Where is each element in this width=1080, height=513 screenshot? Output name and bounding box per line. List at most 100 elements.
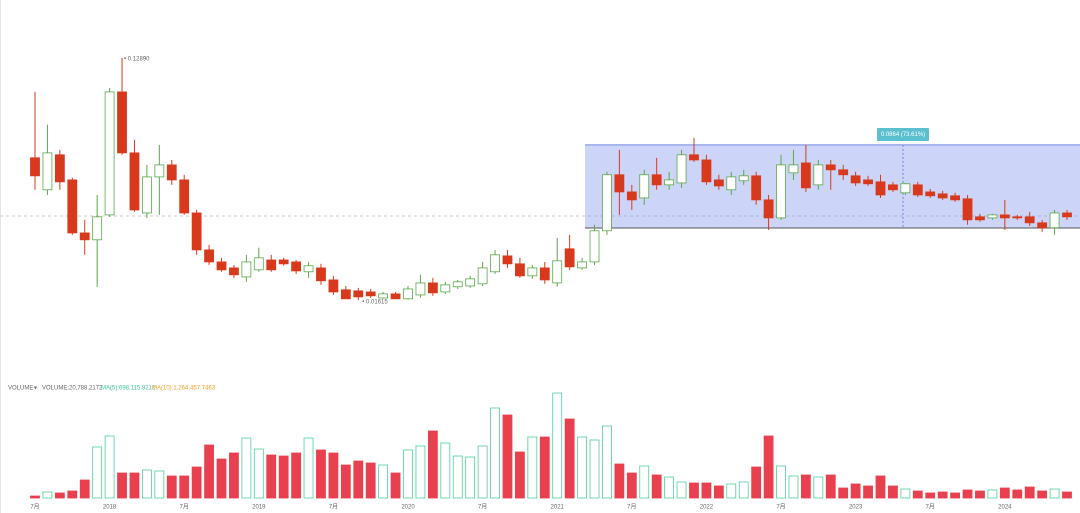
volume-bar: [950, 492, 960, 499]
volume-bar: [888, 485, 898, 499]
candle-body: [589, 230, 600, 263]
candle-body: [316, 267, 326, 282]
candle-body: [937, 193, 948, 199]
candle-body: [340, 289, 351, 300]
candle-body: [477, 267, 488, 285]
candle-body: [614, 174, 625, 193]
volume-bar: [303, 437, 314, 499]
candle-body: [751, 175, 762, 201]
x-tick-label: 7月: [180, 504, 189, 511]
price-panel: • 0.12890 • 0.01615: [30, 57, 1072, 306]
candle-body: [490, 254, 500, 273]
volume-bar: [154, 470, 165, 499]
volume-bar: [142, 469, 152, 499]
candle-body: [701, 159, 712, 183]
candle-body: [863, 179, 873, 185]
candle-body: [888, 184, 898, 191]
candle-body: [204, 249, 214, 263]
x-tick-label: 2024: [998, 505, 1012, 511]
candle-body: [291, 261, 302, 272]
candle-body: [266, 259, 277, 271]
volume-bar: [987, 489, 998, 499]
volume-bar: [129, 472, 140, 499]
candle-body: [912, 184, 923, 196]
volume-bar: [651, 474, 662, 499]
range-label: 0.0864 (73.61%): [881, 132, 925, 138]
candle-body: [763, 199, 774, 219]
candle-body: [67, 179, 78, 234]
volume-bar: [253, 448, 264, 499]
volume-panel: VOLUME ▾ VOLUME:20,788.2172 MA(5):698,11…: [8, 386, 1072, 511]
range-selection: 0.0864 (73.61%): [585, 128, 1080, 229]
x-tick-label: 7月: [926, 504, 935, 511]
volume-bar: [900, 488, 911, 499]
candle-body: [104, 91, 115, 216]
candle-body: [726, 176, 737, 191]
candle-body: [179, 179, 190, 214]
candle-body: [440, 284, 451, 293]
volume-bar: [552, 392, 563, 499]
volume-bar: [403, 449, 413, 499]
x-tick-label: 7月: [478, 504, 487, 511]
volume-bar: [241, 437, 252, 499]
volume-ma10: MA(10):1,264,457.7463: [152, 386, 216, 392]
volume-bar: [614, 463, 625, 499]
volume-bar: [340, 464, 351, 499]
volume-bar: [999, 487, 1010, 499]
candle-body: [92, 216, 103, 241]
candle-body: [950, 195, 960, 201]
candle-body: [378, 293, 389, 299]
candle-body: [30, 157, 40, 177]
candle-body: [42, 152, 53, 191]
volume-bar: [54, 492, 65, 499]
volume-bar: [539, 436, 550, 499]
volume-bar: [564, 418, 575, 499]
candle-body: [564, 248, 575, 268]
candle-body: [813, 164, 824, 186]
volume-bar: [825, 474, 836, 499]
candle-body: [303, 265, 314, 273]
candle-body: [738, 175, 749, 182]
volume-bar: [527, 436, 538, 499]
candle-body: [875, 181, 886, 196]
volume-bar: [664, 476, 675, 499]
volume-bar: [353, 460, 364, 499]
volume-bar: [577, 436, 587, 499]
low-label: • 0.01615: [362, 300, 388, 306]
candle-body: [365, 291, 376, 297]
volume-bar: [30, 495, 40, 499]
candle-body: [515, 263, 525, 277]
x-tick-label: 7月: [776, 504, 785, 511]
volume-bar: [1037, 490, 1048, 499]
volume-bar: [937, 491, 948, 499]
volume-bar: [639, 465, 650, 499]
candle-body: [278, 259, 289, 265]
volume-bar: [92, 446, 103, 499]
volume-bar: [589, 439, 600, 499]
x-tick-label: 2022: [700, 505, 714, 511]
volume-bar: [713, 485, 724, 499]
volume-bar: [365, 462, 376, 499]
volume-bar: [626, 472, 637, 499]
volume-bar: [266, 454, 277, 499]
candle-body: [229, 267, 239, 276]
candle-body: [838, 169, 849, 176]
x-tick-label: 7月: [30, 504, 39, 511]
volume-bar: [925, 492, 936, 499]
volume-bar: [427, 430, 438, 499]
candle-body: [713, 179, 724, 187]
candle-body: [539, 267, 550, 281]
x-tick-label: 2019: [252, 505, 266, 511]
dropdown-arrow[interactable]: ▾: [34, 386, 37, 392]
volume-bar: [776, 465, 786, 499]
volume-bar: [117, 472, 127, 499]
candle-body: [639, 174, 650, 199]
volume-bar: [863, 485, 873, 499]
volume-title: VOLUME: [8, 386, 33, 392]
volume-bar: [490, 407, 500, 499]
candle-body: [403, 288, 413, 300]
volume-bar: [738, 481, 749, 499]
volume-current: VOLUME:20,788.2172: [42, 386, 103, 392]
x-tick-label: 7月: [627, 504, 636, 511]
